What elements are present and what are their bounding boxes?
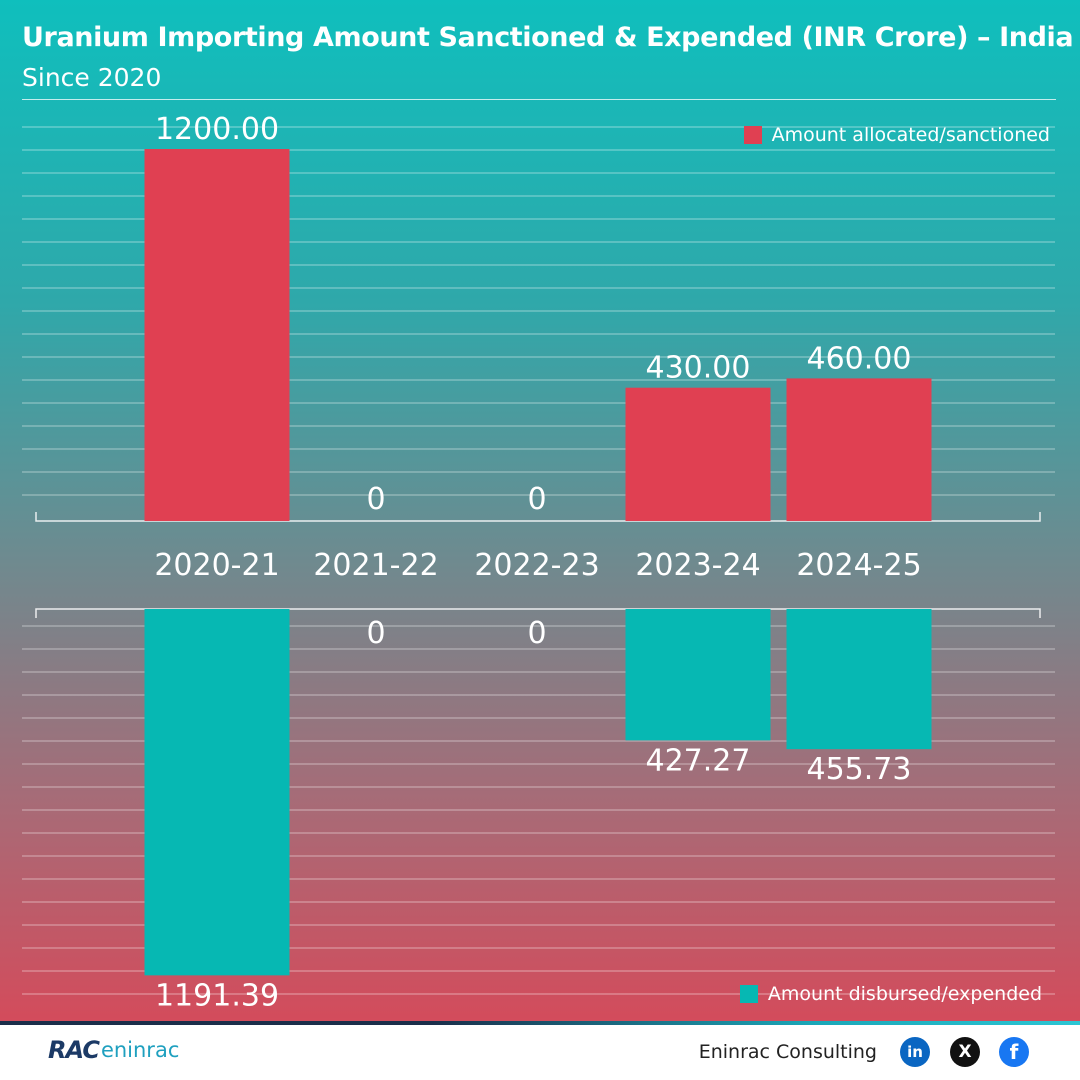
bars bbox=[144, 149, 932, 976]
footer: RAC eninrac Eninrac Consulting in X f bbox=[0, 1021, 1080, 1080]
value-label-sanctioned-2021-22: 0 bbox=[366, 482, 385, 517]
legend-label-sanctioned: Amount allocated/sanctioned bbox=[771, 124, 1050, 146]
title-divider bbox=[22, 99, 1056, 100]
value-label-expended-2023-24: 427.27 bbox=[646, 743, 751, 778]
bar-expended-2024-25 bbox=[786, 609, 932, 750]
value-label-expended-2022-23: 0 bbox=[527, 616, 546, 651]
brand-name: Eninrac Consulting bbox=[698, 1041, 877, 1063]
bar-sanctioned-2020-21 bbox=[144, 149, 290, 521]
legend-label-expended: Amount disbursed/expended bbox=[767, 983, 1042, 1005]
value-label-sanctioned-2022-23: 0 bbox=[527, 482, 546, 517]
category-label-2024-25: 2024-25 bbox=[796, 548, 921, 583]
category-label-2021-22: 2021-22 bbox=[313, 548, 438, 583]
bar-expended-2020-21 bbox=[144, 609, 290, 976]
value-label-sanctioned-2024-25: 460.00 bbox=[807, 341, 912, 376]
value-label-expended-2020-21: 1191.39 bbox=[155, 978, 279, 1013]
logo-mark: RAC bbox=[48, 1036, 100, 1064]
eninrac-logo: RAC eninrac bbox=[48, 1036, 179, 1064]
legend-sanctioned: Amount allocated/sanctioned bbox=[743, 124, 1050, 146]
value-label-sanctioned-2020-21: 1200.00 bbox=[155, 112, 279, 147]
chart-title: Uranium Importing Amount Sanctioned & Ex… bbox=[22, 22, 1074, 53]
linkedin-icon[interactable]: in bbox=[900, 1037, 930, 1067]
butterfly-bar-chart: 1200.00 1191.39 2020-21 0 0 2021-22 0 0 2022-23 4… bbox=[35, 112, 1041, 1013]
facebook-icon[interactable]: f bbox=[999, 1037, 1029, 1067]
category-label-2022-23: 2022-23 bbox=[474, 548, 599, 583]
legend-swatch-expended bbox=[739, 985, 758, 1003]
legend-expended: Amount disbursed/expended bbox=[739, 983, 1042, 1005]
bar-sanctioned-2024-25 bbox=[786, 378, 932, 521]
category-label-2023-24: 2023-24 bbox=[635, 548, 760, 583]
value-label-sanctioned-2023-24: 430.00 bbox=[646, 351, 751, 386]
bottom-baseline bbox=[35, 608, 1041, 618]
chart-subtitle: Since 2020 bbox=[22, 63, 162, 92]
logo-wordmark: eninrac bbox=[100, 1038, 180, 1062]
labels: 1200.00 1191.39 2020-21 0 0 2021-22 0 0 2022-23 4… bbox=[154, 112, 921, 1013]
legend-swatch-sanctioned bbox=[743, 126, 762, 144]
category-label-2020-21: 2020-21 bbox=[154, 548, 279, 583]
x-icon[interactable]: X bbox=[950, 1037, 980, 1067]
footer-accent-bar bbox=[0, 1021, 1080, 1025]
bar-expended-2023-24 bbox=[625, 609, 771, 741]
bar-sanctioned-2023-24 bbox=[625, 387, 771, 521]
top-baseline bbox=[35, 512, 1041, 522]
axes bbox=[35, 512, 1041, 618]
value-label-expended-2024-25: 455.73 bbox=[807, 752, 912, 787]
value-label-expended-2021-22: 0 bbox=[366, 616, 385, 651]
